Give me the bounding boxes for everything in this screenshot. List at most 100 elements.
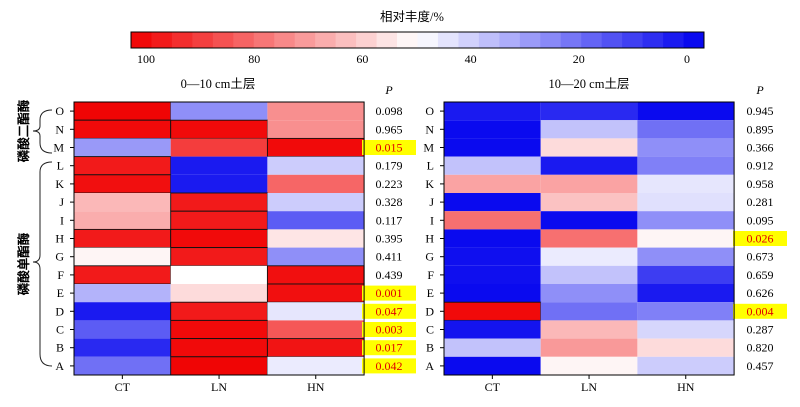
- p-value: 0.047: [376, 304, 403, 318]
- heatmap-cell: [74, 138, 171, 157]
- column-label: HN: [677, 380, 695, 394]
- heatmap-cell: [540, 120, 638, 139]
- heatmap-cell: [267, 120, 365, 139]
- heatmap-cell: [637, 211, 735, 230]
- colorbar-swatch: [601, 32, 623, 48]
- heatmap-cell: [444, 356, 541, 375]
- colorbar-swatch: [478, 32, 500, 48]
- column-label: LN: [581, 380, 597, 394]
- colorbar-swatch: [274, 32, 296, 48]
- heatmap-cell: [170, 119, 268, 139]
- p-value: 0.179: [376, 159, 403, 173]
- row-label: F: [57, 268, 64, 282]
- p-value: 0.965: [376, 122, 403, 136]
- group-label-diester: 磷酸二酯酶: [16, 99, 31, 162]
- row-label: I: [430, 213, 434, 227]
- heatmap-cell: [74, 320, 171, 339]
- colorbar-tick-label: 20: [573, 52, 585, 66]
- p-value: 0.328: [376, 195, 403, 209]
- p-value-highlight: [733, 303, 787, 319]
- heatmap-cell: [73, 265, 172, 285]
- heatmap-cell: [637, 338, 735, 357]
- p-value-highlight: [362, 303, 416, 319]
- heatmap-cell: [444, 156, 541, 175]
- colorbar-swatch: [376, 32, 398, 48]
- p-value: 0.626: [747, 286, 774, 300]
- heatmap-cell: [540, 211, 638, 230]
- colorbar-swatch: [663, 32, 684, 48]
- heatmap-cell: [540, 302, 638, 321]
- heatmap-cell: [170, 338, 268, 358]
- heatmap-cell: [637, 174, 735, 193]
- heatmap-cell: [267, 211, 365, 230]
- heatmap-cell: [637, 193, 735, 212]
- heatmap-cell: [540, 284, 638, 303]
- heatmap-cell: [74, 284, 171, 303]
- row-label: C: [56, 323, 64, 337]
- row-label: N: [55, 122, 64, 136]
- colorbar-tick-label: 80: [248, 52, 260, 66]
- heatmap-cell: [540, 138, 638, 157]
- heatmap-cell: [74, 247, 171, 266]
- heatmap-cell: [540, 265, 638, 284]
- heatmap-cell: [267, 356, 365, 375]
- colorbar-swatch: [560, 32, 582, 48]
- heatmap-cell: [267, 193, 365, 212]
- p-value: 0.912: [747, 159, 774, 173]
- p-value: 0.945: [747, 104, 774, 118]
- heatmap-cell: [540, 356, 638, 375]
- colorbar-swatch: [437, 32, 459, 48]
- row-label: B: [56, 341, 64, 355]
- heatmap-cell: [170, 265, 268, 284]
- p-value-highlight: [362, 340, 416, 356]
- colorbar-tick-label: 40: [465, 52, 477, 66]
- heatmap-cell: [170, 319, 268, 340]
- colorbar-swatch: [458, 32, 480, 48]
- heatmap-cell: [73, 156, 172, 176]
- heatmap-cell: [170, 356, 268, 376]
- colorbar-swatch: [294, 32, 316, 48]
- heatmap-cell: [267, 174, 365, 193]
- colorbar-swatch: [212, 32, 234, 48]
- heatmap-cell: [637, 138, 735, 157]
- heatmap-cell: [267, 320, 365, 339]
- heatmap-cell: [444, 120, 541, 139]
- p-value-highlight: [362, 322, 416, 337]
- p-value-highlight: [362, 140, 416, 155]
- heatmap-panel-0-10cm: O 0.098 N 0.965 M 0.015 L 0.179 K 0.223 J 0.328 I 0.1…: [53, 101, 416, 394]
- p-value: 0.001: [376, 286, 403, 300]
- heatmap-cell: [444, 229, 541, 248]
- group-label-monoester: 磷酸单酯酶: [16, 232, 31, 295]
- heatmap-cell: [170, 284, 268, 303]
- heatmap-cell: [540, 156, 638, 175]
- p-value: 0.223: [376, 177, 403, 191]
- p-value: 0.003: [376, 323, 403, 337]
- p-value: 0.411: [376, 250, 403, 264]
- heatmap-cell: [74, 211, 171, 230]
- p-value: 0.895: [747, 122, 774, 136]
- heatmap-cell: [637, 229, 735, 248]
- row-label: G: [55, 250, 64, 264]
- colorbar-tick-label: 0: [684, 52, 690, 66]
- heatmap-cell: [170, 210, 268, 230]
- colorbar-ticks: 100 80 60 40 20 0: [137, 52, 690, 66]
- heatmap-cell: [73, 174, 172, 194]
- heatmap-cell: [444, 284, 541, 303]
- row-label: A: [425, 359, 434, 373]
- colorbar-swatch: [171, 32, 193, 48]
- colorbar-swatch: [499, 32, 521, 48]
- row-label: E: [427, 286, 434, 300]
- p-value-highlight: [733, 231, 787, 246]
- p-value: 0.366: [747, 141, 774, 155]
- column-label: CT: [485, 380, 501, 394]
- heatmap-cell: [540, 193, 638, 212]
- colorbar-swatch: [622, 32, 644, 48]
- p-value: 0.095: [747, 213, 774, 227]
- heatmap-cell: [444, 174, 541, 193]
- heatmap-cell: [266, 283, 365, 303]
- p-value: 0.015: [376, 141, 403, 155]
- heatmap-cell: [540, 320, 638, 339]
- heatmap-cell: [267, 102, 365, 121]
- heatmap-cell: [74, 193, 171, 212]
- panel-right-title: 10—20 cm土层: [549, 77, 630, 91]
